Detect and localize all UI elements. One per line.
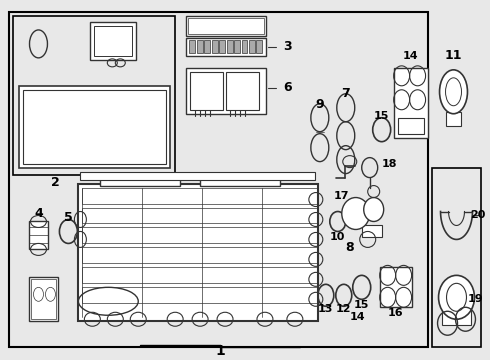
Bar (19, 86, 170, 168)
Bar (441, 307, 471, 325)
Bar (82, 247, 318, 264)
Bar (393, 68, 428, 138)
Bar (186, 68, 266, 114)
Text: 12: 12 (336, 304, 351, 314)
Text: 16: 16 (388, 308, 403, 318)
Bar (242, 40, 247, 53)
Bar (200, 177, 280, 185)
Bar (212, 40, 218, 53)
Text: 13: 13 (318, 304, 334, 314)
Bar (234, 40, 240, 53)
Bar (82, 228, 318, 243)
Text: 6: 6 (283, 81, 292, 94)
Text: 4: 4 (34, 207, 43, 220)
Bar (256, 40, 263, 53)
Bar (82, 207, 318, 224)
Bar (380, 267, 412, 307)
Text: 10: 10 (330, 233, 345, 242)
Text: 2: 2 (51, 176, 60, 189)
Text: 8: 8 (345, 241, 354, 254)
Ellipse shape (342, 198, 370, 229)
Text: 15: 15 (354, 300, 369, 310)
Bar (8, 12, 428, 347)
Bar (28, 221, 49, 249)
Bar (445, 112, 462, 126)
Ellipse shape (364, 198, 384, 221)
Bar (23, 90, 166, 163)
Text: 1: 1 (215, 344, 225, 358)
Bar (196, 40, 202, 53)
Bar (398, 118, 423, 134)
Text: 17: 17 (334, 190, 349, 201)
Bar (80, 172, 315, 180)
Text: 20: 20 (470, 211, 486, 220)
Text: 14: 14 (403, 51, 418, 61)
Bar (13, 16, 175, 175)
Bar (190, 72, 223, 110)
Text: 3: 3 (283, 40, 292, 53)
Bar (186, 38, 266, 56)
Bar (82, 267, 318, 283)
Text: 18: 18 (382, 159, 397, 168)
Bar (186, 16, 266, 36)
Ellipse shape (439, 275, 474, 319)
Bar (219, 40, 225, 53)
Bar (204, 40, 210, 53)
Text: 19: 19 (468, 294, 484, 304)
Bar (432, 168, 482, 347)
Bar (95, 26, 132, 56)
Bar (90, 22, 136, 60)
Ellipse shape (440, 70, 467, 114)
Bar (188, 18, 264, 34)
Bar (82, 287, 318, 303)
Bar (28, 277, 58, 321)
Text: 15: 15 (374, 111, 390, 121)
Bar (30, 279, 56, 319)
Text: 11: 11 (445, 49, 462, 62)
Text: 5: 5 (64, 211, 73, 224)
Bar (100, 177, 180, 185)
Bar (362, 225, 382, 238)
Bar (226, 40, 233, 53)
Text: 7: 7 (342, 87, 350, 100)
Bar (78, 184, 318, 321)
Bar (82, 188, 318, 203)
Text: 14: 14 (350, 312, 366, 322)
Bar (249, 40, 255, 53)
Bar (189, 40, 195, 53)
Bar (226, 72, 259, 110)
Text: 9: 9 (316, 98, 324, 111)
